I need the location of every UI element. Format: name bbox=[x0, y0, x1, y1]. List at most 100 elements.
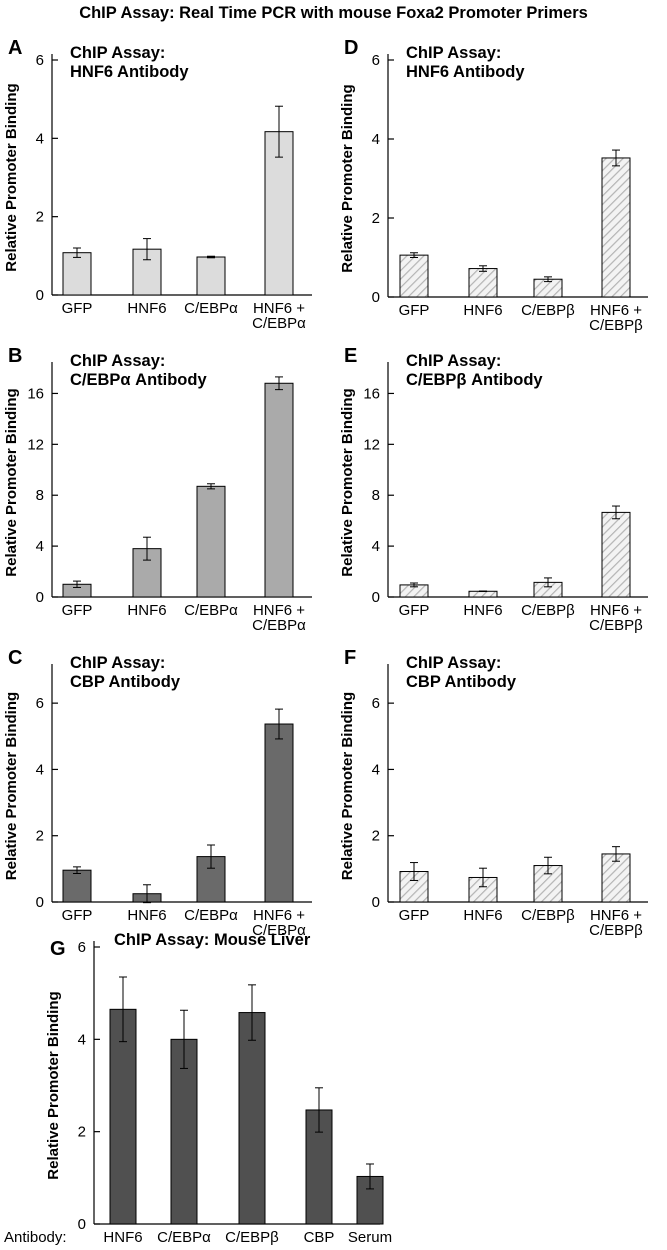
x-tick-label: HNF6 bbox=[463, 302, 502, 319]
y-tick-label: 4 bbox=[36, 538, 44, 555]
chart-title-line: C/EBPα Antibody bbox=[70, 371, 207, 389]
y-tick-label: 16 bbox=[363, 385, 380, 402]
y-tick-label: 6 bbox=[36, 695, 44, 712]
x-tick-label: C/EBPβ bbox=[589, 922, 643, 939]
y-tick-label: 2 bbox=[372, 210, 380, 227]
y-tick-label: 4 bbox=[36, 130, 44, 147]
y-tick-label: 0 bbox=[36, 589, 44, 606]
x-tick-label: HNF6 + bbox=[590, 907, 642, 924]
y-axis-label: Relative Promoter Binding bbox=[45, 991, 62, 1179]
y-tick-label: 2 bbox=[78, 1124, 86, 1141]
panel-letter: A bbox=[8, 37, 22, 59]
y-tick-label: 4 bbox=[372, 538, 380, 555]
x-tick-label: C/EBPβ bbox=[521, 907, 575, 924]
x-tick-label: Serum bbox=[348, 1229, 392, 1246]
bar bbox=[170, 1038, 198, 1225]
y-tick-label: 0 bbox=[36, 894, 44, 911]
bar bbox=[264, 723, 294, 903]
panel-letter: E bbox=[344, 345, 357, 367]
bar bbox=[196, 485, 226, 598]
chart-title-line: ChIP Assay: bbox=[70, 352, 165, 370]
x-tick-label: C/EBPα bbox=[252, 617, 306, 634]
x-tick-label: HNF6 + bbox=[590, 302, 642, 319]
x-tick-label: CBP bbox=[304, 1229, 335, 1246]
chart-title-line: HNF6 Antibody bbox=[70, 63, 189, 81]
bar bbox=[601, 157, 631, 298]
y-tick-label: 4 bbox=[78, 1031, 86, 1048]
panel-letter: F bbox=[344, 647, 356, 669]
y-tick-label: 6 bbox=[36, 52, 44, 69]
y-axis-label: Relative Promoter Binding bbox=[3, 388, 20, 576]
chart-title-line: C/EBPβ Antibody bbox=[406, 371, 543, 389]
y-tick-label: 12 bbox=[363, 436, 380, 453]
panel-g: G ChIP Assay: Mouse Liver 0 2 4 6 Relative Pro… bbox=[4, 931, 392, 1246]
figure-title: ChIP Assay: Real Time PCR with mouse Fox… bbox=[79, 4, 588, 22]
chart-title-line: CBP Antibody bbox=[406, 673, 517, 691]
chart-title-line: ChIP Assay: bbox=[406, 352, 501, 370]
y-tick-label: 4 bbox=[36, 761, 44, 778]
panel-c: C ChIP Assay:CBP Antibody 0 2 4 6 Relative Pro… bbox=[3, 647, 312, 939]
x-tick-label: HNF6 bbox=[127, 907, 166, 924]
panel-e: E ChIP Assay:C/EBPβ Antibody 0 4 8 12 16 Relati… bbox=[339, 345, 648, 634]
panel-a: A ChIP Assay:HNF6 Antibody 0 2 4 6 Relative Pr… bbox=[3, 37, 312, 332]
y-tick-label: 0 bbox=[36, 287, 44, 304]
panel-f: F ChIP Assay:CBP Antibody 0 2 4 6 Relative Pro… bbox=[339, 647, 648, 939]
bar bbox=[62, 252, 92, 296]
x-tick-label: HNF6 bbox=[127, 602, 166, 619]
x-tick-label: GFP bbox=[62, 602, 93, 619]
chart-title-line: ChIP Assay: bbox=[70, 654, 165, 672]
chart-title-line: ChIP Assay: Mouse Liver bbox=[114, 931, 311, 949]
panel-letter: G bbox=[50, 938, 66, 960]
x-tick-label: GFP bbox=[399, 907, 430, 924]
x-tick-label: C/EBPβ bbox=[589, 317, 643, 334]
chart-title-line: ChIP Assay: bbox=[406, 654, 501, 672]
x-tick-label: C/EBPβ bbox=[589, 617, 643, 634]
bar bbox=[264, 382, 294, 598]
y-tick-label: 2 bbox=[372, 828, 380, 845]
y-tick-label: 0 bbox=[372, 894, 380, 911]
y-tick-label: 6 bbox=[372, 52, 380, 69]
y-tick-label: 2 bbox=[36, 209, 44, 226]
y-tick-label: 0 bbox=[78, 1216, 86, 1233]
bar bbox=[468, 590, 498, 598]
bar bbox=[468, 268, 498, 298]
y-tick-label: 8 bbox=[36, 487, 44, 504]
chart-title-line: ChIP Assay: bbox=[406, 44, 501, 62]
x-tick-label: GFP bbox=[399, 302, 430, 319]
panel-b: B ChIP Assay:C/EBPα Antibody 0 4 8 12 16 Relati… bbox=[3, 345, 312, 634]
x-tick-label: C/EBPα bbox=[184, 907, 238, 924]
bar bbox=[601, 853, 631, 903]
x-tick-label: HNF6 bbox=[127, 300, 166, 317]
y-tick-label: 16 bbox=[27, 385, 44, 402]
x-tick-label: C/EBPα bbox=[184, 602, 238, 619]
chart-title-line: ChIP Assay: bbox=[70, 44, 165, 62]
bar bbox=[601, 511, 631, 598]
x-tick-label: HNF6 bbox=[463, 602, 502, 619]
y-tick-label: 6 bbox=[372, 695, 380, 712]
y-tick-label: 4 bbox=[372, 761, 380, 778]
bar bbox=[399, 254, 429, 298]
x-tick-label: GFP bbox=[399, 602, 430, 619]
panel-letter: C bbox=[8, 647, 22, 669]
chart-title-line: HNF6 Antibody bbox=[406, 63, 525, 81]
y-tick-label: 6 bbox=[78, 939, 86, 956]
x-axis-prefix: Antibody: bbox=[4, 1229, 67, 1246]
x-tick-label: GFP bbox=[62, 300, 93, 317]
x-tick-label: C/EBPα bbox=[157, 1229, 211, 1246]
x-tick-label: C/EBPβ bbox=[521, 302, 575, 319]
y-tick-label: 0 bbox=[372, 589, 380, 606]
bar bbox=[238, 1012, 266, 1225]
y-axis-label: Relative Promoter Binding bbox=[3, 83, 20, 271]
bar bbox=[109, 1008, 137, 1225]
panel-letter: B bbox=[8, 345, 22, 367]
x-tick-label: C/EBPα bbox=[252, 315, 306, 332]
chart-title-line: CBP Antibody bbox=[70, 673, 181, 691]
y-axis-label: Relative Promoter Binding bbox=[339, 692, 356, 880]
y-axis-label: Relative Promoter Binding bbox=[339, 84, 356, 272]
x-tick-label: HNF6 + bbox=[253, 602, 305, 619]
x-tick-label: C/EBPα bbox=[184, 300, 238, 317]
y-tick-label: 8 bbox=[372, 487, 380, 504]
x-tick-label: HNF6 + bbox=[253, 907, 305, 924]
bar bbox=[196, 256, 226, 296]
